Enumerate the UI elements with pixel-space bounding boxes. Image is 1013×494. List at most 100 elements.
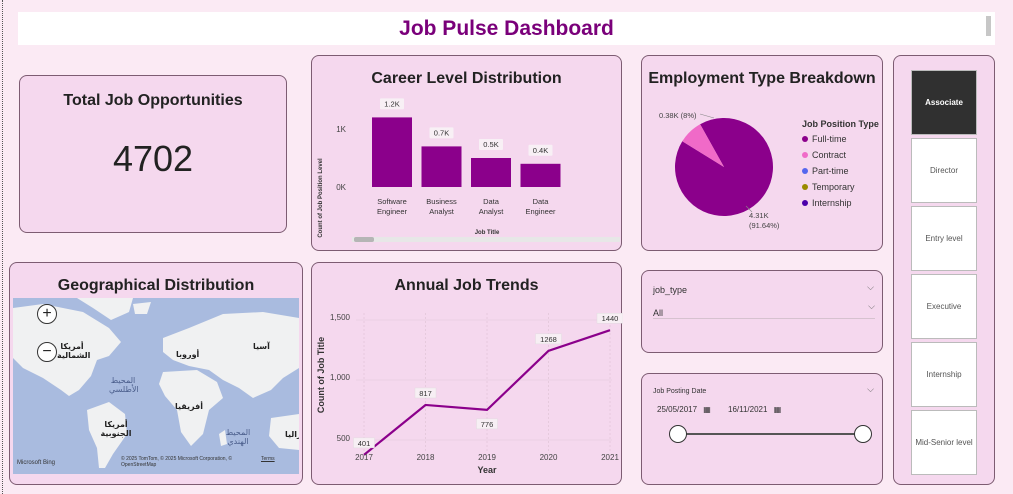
legend-label: Full-time: [812, 134, 847, 144]
trends-x-axis-label: Year: [477, 465, 497, 475]
map-label-indian: المحيط الهندي: [225, 428, 251, 446]
y-tick-1k: 1K: [336, 125, 346, 134]
kpi-value: 4702: [112, 138, 194, 179]
map-terms-link[interactable]: Terms: [261, 456, 275, 462]
map-attribution: © 2025 TomTom, © 2025 Microsoft Corporat…: [121, 456, 233, 468]
map-zoom-in-button[interactable]: +: [37, 304, 57, 324]
trends-y-tick-500: 500: [337, 434, 351, 443]
level-option-mid-senior-level[interactable]: Mid-Senior level: [911, 410, 977, 475]
pie-label-fulltime-value: 4.31K: [749, 211, 769, 220]
employment-type-card: Employment Type Breakdown 0.38K (8%) 4.3…: [641, 55, 883, 251]
job-type-slicer-card: job_type ⌵ All ⌵: [641, 270, 883, 353]
legend-title: Job Position Type: [802, 119, 879, 129]
trends-y-tick-1000: 1,000: [330, 373, 351, 382]
end-date-calendar-icon[interactable]: ▦: [773, 405, 782, 414]
date-slicer-collapse-icon[interactable]: ⌵: [867, 384, 874, 394]
trend-data-label: 817: [419, 389, 432, 398]
career-data-label: 0.5K: [483, 140, 498, 149]
start-date-calendar-icon[interactable]: ▦: [703, 405, 711, 414]
map-zoom-out-button[interactable]: −: [37, 342, 57, 362]
career-bar[interactable]: [421, 146, 462, 187]
career-data-label-bg: [380, 98, 404, 110]
end-date-input[interactable]: 16/11/2021 ▦: [728, 405, 781, 414]
employment-legend: Job Position Type Full-time Contract Part-…: [802, 119, 884, 214]
trend-data-label: 401: [358, 439, 371, 448]
job-type-slicer-title: job_type: [653, 285, 688, 295]
pie-label-fulltime-pct: (91.64%): [749, 221, 780, 230]
legend-marker-icon: [802, 168, 808, 174]
job-type-dropdown[interactable]: All ⌵: [653, 301, 875, 319]
dashboard-header: Job Pulse Dashboard: [18, 12, 995, 45]
career-bar[interactable]: [372, 117, 412, 187]
trends-chart-title: Annual Job Trends: [394, 277, 539, 294]
scrollbar-thumb[interactable]: [986, 16, 991, 36]
trend-data-label: 1440: [602, 314, 619, 323]
career-data-label-bg: [528, 144, 553, 156]
career-y-axis-label: Count of Job Position Level: [318, 158, 324, 238]
legend-item-full-time[interactable]: Full-time: [802, 134, 884, 144]
trends-y-axis-label: Count of Job Title: [316, 337, 326, 413]
date-range-end-handle[interactable]: [854, 425, 872, 443]
trends-card: Annual Job Trends Count of Job Title 1,5…: [311, 262, 623, 485]
level-option-director[interactable]: Director: [911, 138, 977, 203]
legend-label: Internship: [812, 198, 852, 208]
geo-title: Geographical Distribution: [57, 277, 255, 294]
trend-year-tick: 2017: [355, 453, 373, 462]
legend-marker-icon: [802, 136, 808, 142]
career-data-label-bg: [429, 127, 454, 139]
legend-item-contract[interactable]: Contract: [802, 150, 884, 160]
career-bar[interactable]: [471, 158, 511, 187]
dashboard-title: Job Pulse Dashboard: [399, 17, 614, 40]
legend-item-temporary[interactable]: Temporary: [802, 182, 884, 192]
pie-label-contract: 0.38K (8%): [659, 111, 697, 120]
map-label-atlantic: المحيط الأطلسي: [109, 376, 139, 394]
career-bar-chart: Count of Job Position Level 1K 0K 1.2K 0.…: [318, 98, 620, 242]
date-range-track[interactable]: [678, 433, 864, 435]
trend-data-label-bg: [596, 313, 623, 324]
career-category-label: Software: [377, 197, 407, 206]
pie-slice-full-time[interactable]: [675, 118, 773, 217]
trend-year-tick: 2019: [478, 453, 496, 462]
job-type-collapse-icon[interactable]: ⌵: [867, 282, 874, 292]
legend-item-part-time[interactable]: Part-time: [802, 166, 884, 176]
career-category-label: Analyst: [479, 207, 505, 216]
employment-chart-title: Employment Type Breakdown: [648, 70, 876, 87]
trends-y-tick-1500: 1,500: [330, 313, 351, 322]
employment-pie-chart: 0.38K (8%) 4.31K (91.64%): [659, 111, 780, 230]
legend-marker-icon: [802, 152, 808, 158]
trend-year-tick: 2020: [540, 453, 558, 462]
pie-slice-contract[interactable]: [682, 124, 724, 167]
trend-data-label: 776: [481, 420, 494, 429]
level-option-entry-level[interactable]: Entry level: [911, 206, 977, 271]
end-date-value: 16/11/2021: [728, 405, 768, 414]
chart-scrollbar-thumb[interactable]: [354, 237, 374, 242]
map-land-shapes: [13, 298, 299, 468]
job-type-dropdown-chevron-icon: ⌵: [868, 301, 875, 311]
level-option-executive[interactable]: Executive: [911, 274, 977, 339]
map-label-north-america: أمريكا الشمالية: [57, 342, 91, 360]
trend-data-label-bg: [414, 387, 437, 399]
world-map[interactable]: أمريكا الشمالية أوروبا آسيا أفريقيا أمري…: [13, 298, 299, 474]
left-edge-guide: [2, 0, 3, 494]
trend-year-tick: 2018: [417, 453, 435, 462]
trend-series-line: [363, 329, 611, 456]
legend-item-internship[interactable]: Internship: [802, 198, 884, 208]
chart-scrollbar-track[interactable]: [352, 237, 620, 242]
date-slicer-card: Job Posting Date ⌵ 25/05/2017 ▦ 16/11/20…: [641, 373, 883, 485]
career-category-label: Data: [533, 197, 550, 206]
career-x-axis-label: Job Title: [475, 230, 500, 236]
level-option-internship[interactable]: Internship: [911, 342, 977, 407]
career-category-label: Engineer: [377, 207, 408, 216]
map-label-south-america: أمريكا الجنوبية: [100, 420, 132, 438]
level-option-associate[interactable]: Associate: [911, 70, 977, 135]
trend-data-label-bg: [353, 437, 375, 449]
career-bar[interactable]: [520, 163, 561, 187]
career-category-label: Data: [483, 197, 500, 206]
career-data-label: 1.2K: [384, 99, 399, 108]
map-label-africa: أفريقيا: [175, 402, 203, 411]
start-date-input[interactable]: 25/05/2017 ▦: [657, 405, 711, 414]
career-category-label: Analyst: [429, 207, 455, 216]
date-slicer-title: Job Posting Date: [653, 388, 707, 395]
trend-data-label-bg: [535, 333, 562, 345]
date-range-start-handle[interactable]: [669, 425, 687, 443]
